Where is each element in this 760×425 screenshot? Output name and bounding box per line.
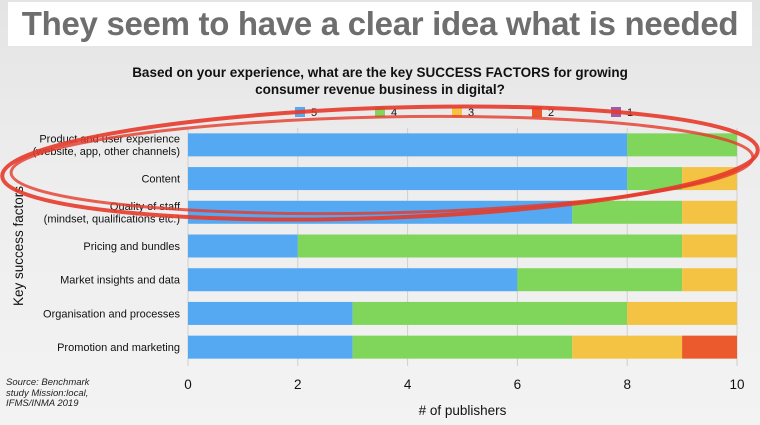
- category-label-3-0: Pricing and bundles: [83, 241, 180, 253]
- bar-row5-series-4: [352, 301, 628, 325]
- category-label-5-0: Organisation and processes: [43, 308, 180, 320]
- legend-swatch-4: [375, 107, 385, 117]
- source-line-2: study Mission:local,: [6, 387, 89, 399]
- bar-row0-series-5: [188, 133, 628, 157]
- bar-row4-series-5: [188, 268, 518, 292]
- legend-swatch-2: [532, 107, 542, 117]
- x-axis-label: # of publishers: [419, 403, 507, 418]
- category-label-2-1: (mindset, qualifications etc.): [44, 214, 180, 226]
- chart-title-line-1: Based on your experience, what are the k…: [132, 65, 628, 80]
- legend-label-3: 3: [468, 107, 474, 119]
- category-label-4-0: Market insights and data: [60, 275, 181, 287]
- legend-label-5: 5: [311, 107, 317, 119]
- bar-row1-series-5: [188, 167, 628, 191]
- legend-swatch-3: [452, 107, 462, 117]
- chart-title: Based on your experience, what are the k…: [100, 64, 660, 98]
- slide-headline: They seem to have a clear idea what is n…: [8, 2, 752, 46]
- highlight-ellipse-outer: [0, 104, 760, 222]
- bar-row4-series-4: [517, 268, 683, 292]
- bar-row6-series-3: [572, 335, 683, 359]
- category-label-1-0: Content: [141, 174, 180, 186]
- x-tick-label-3: 6: [514, 377, 522, 392]
- legend-label-2: 2: [548, 107, 554, 119]
- bar-row3-series-4: [297, 234, 683, 258]
- source-line-3: IFMS/INMA 2019: [6, 398, 79, 409]
- category-label-6-0: Promotion and marketing: [57, 342, 180, 354]
- x-tick-label-2: 4: [404, 377, 412, 392]
- bar-row4-series-3: [682, 268, 737, 292]
- bar-row2-series-3: [682, 200, 737, 224]
- bar-row6-series-4: [352, 335, 573, 359]
- highlight-ellipse-inner: [9, 114, 755, 216]
- bar-row5-series-3: [627, 301, 737, 325]
- x-tick-label-0: 0: [184, 377, 192, 392]
- bar-row1-series-4: [627, 167, 683, 191]
- source-note: Source: Benchmark study Mission:local, I…: [6, 377, 136, 410]
- chart-title-line-2: consumer revenue business in digital?: [255, 82, 505, 97]
- x-tick-label-4: 8: [623, 377, 631, 392]
- y-axis-label: Key success factors: [11, 186, 26, 306]
- x-tick-label-5: 10: [729, 377, 744, 392]
- bar-row3-series-3: [682, 234, 737, 258]
- x-tick-label-1: 2: [294, 377, 302, 392]
- bar-row5-series-5: [188, 301, 353, 325]
- legend-label-4: 4: [391, 107, 397, 119]
- category-label-0-1: (website, app, other channels): [33, 146, 180, 158]
- bar-row6-series-2: [682, 335, 737, 359]
- bar-row0-series-4: [627, 133, 737, 157]
- bar-row6-series-5: [188, 335, 353, 359]
- bar-row3-series-5: [188, 234, 298, 258]
- source-line-1: Source: Benchmark: [6, 377, 90, 388]
- bar-row2-series-4: [572, 200, 683, 224]
